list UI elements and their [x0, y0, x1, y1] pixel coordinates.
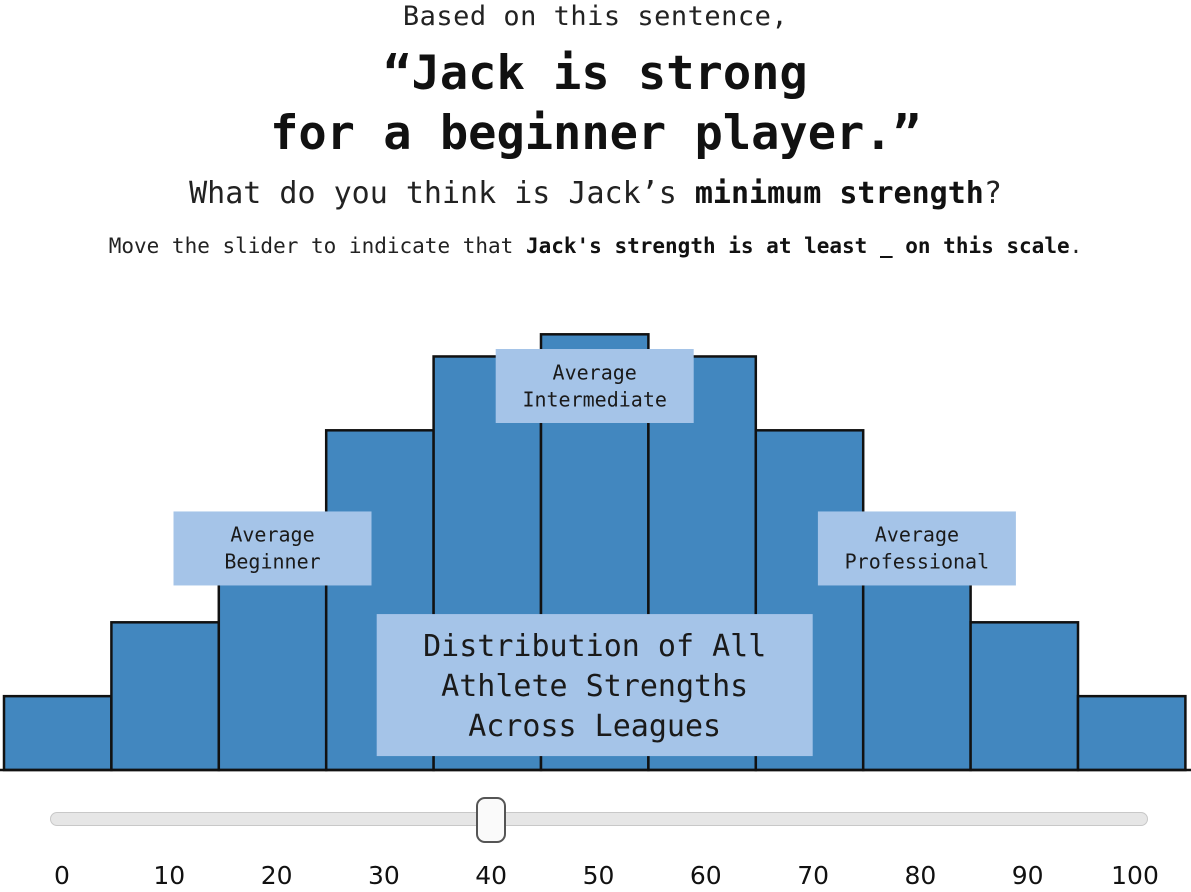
- instruction-emphasis: Jack's strength is at least _ on this sc…: [525, 234, 1070, 258]
- average-label-box: Average Beginner: [173, 511, 372, 586]
- annotation-text: Professional: [845, 550, 990, 574]
- histogram-bar: [1076, 694, 1187, 772]
- annotation-text: Average: [553, 360, 637, 384]
- prompt-question: What do you think is Jack’s minimum stre…: [0, 176, 1191, 212]
- prompt-instruction: Move the slider to indicate that Jack's …: [0, 233, 1191, 259]
- question-suffix: ?: [983, 176, 1002, 211]
- slider-tick-label: 30: [367, 861, 400, 890]
- strength-slider-track[interactable]: [50, 812, 1148, 826]
- strength-distribution-chart: AverageBeginnerAverageIntermediateAverag…: [0, 333, 1191, 772]
- annotation-text: Average: [875, 523, 959, 547]
- label-box-background: [376, 614, 813, 757]
- instruction-suffix: .: [1069, 234, 1083, 258]
- quote-line-1: “Jack is strong: [383, 46, 808, 101]
- slider-tick-label: 60: [689, 861, 722, 890]
- annotation-text: Intermediate: [522, 387, 667, 411]
- slider-tick-label: 50: [582, 861, 615, 890]
- instruction-prefix: Move the slider to indicate that: [108, 234, 526, 258]
- slider-tick-label: 80: [904, 861, 937, 890]
- question-prefix: What do you think is Jack’s: [189, 176, 695, 211]
- slider-tick-label: 0: [54, 861, 70, 890]
- slider-tick-label: 70: [797, 861, 829, 890]
- average-label-box: Average Professional: [817, 511, 1016, 586]
- annotation-text: Average: [230, 523, 314, 547]
- annotation-text: Beginner: [224, 550, 320, 574]
- annotation-text: Across Leagues: [468, 709, 721, 744]
- slider-tick-label: 100: [1111, 861, 1159, 890]
- slider-tick-label: 20: [260, 861, 293, 890]
- prompt-quote: “Jack is strong for a beginner player.”: [0, 44, 1191, 164]
- histogram-bar: [110, 621, 221, 772]
- histogram-bar: [2, 694, 113, 772]
- label-box-background: [173, 511, 372, 586]
- strength-slider-thumb[interactable]: [476, 797, 507, 843]
- label-box-background: [817, 511, 1016, 586]
- slider-tick-label: 90: [1011, 861, 1044, 890]
- annotation-text: Distribution of All: [423, 629, 766, 664]
- question-emphasis: minimum strength: [694, 176, 984, 211]
- quote-line-2: for a beginner player.”: [270, 106, 921, 161]
- label-box-background: [495, 349, 694, 423]
- distribution-label-box: Distribution of All Athlete Strengths Acro…: [376, 614, 813, 757]
- histogram-bar: [969, 621, 1080, 772]
- prompt-intro: Based on this sentence,: [402, 1, 789, 32]
- slider-tick-label: 40: [475, 861, 508, 890]
- average-label-box: Average Intermediate: [495, 349, 694, 423]
- annotation-text: Athlete Strengths: [441, 669, 748, 704]
- slider-tick-label: 10: [153, 861, 186, 890]
